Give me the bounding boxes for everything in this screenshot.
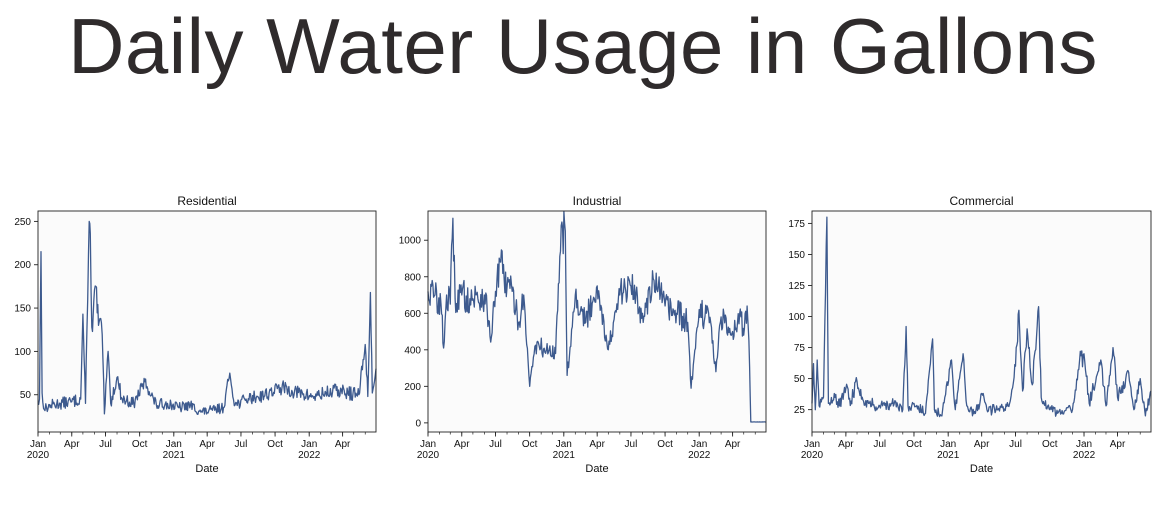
x-tick-label: Oct [657,439,673,450]
series-line [811,216,1152,418]
y-tick-label: 600 [404,309,421,320]
y-tick-label: 0 [415,418,421,429]
x-tick-label: Oct [522,439,538,450]
y-tick-label: 25 [794,405,806,416]
x-tick-label: Apr [725,439,741,450]
x-tick-label: Apr [454,439,470,450]
x-axis-label: Date [195,463,218,475]
series-line [427,210,766,423]
x-tick-year-label: 2020 [801,450,824,461]
chart-title: Commercial [949,194,1013,208]
y-tick-label: 400 [404,345,421,356]
x-tick-label: Apr [64,439,80,450]
y-tick-label: 200 [404,382,421,393]
x-tick-label: Oct [132,439,148,450]
x-tick-year-label: 2022 [1073,450,1096,461]
y-tick-label: 200 [14,260,31,271]
x-tick-label: Jul [489,439,502,450]
x-tick-label: Jan [301,439,317,450]
x-tick-label: Jan [166,439,182,450]
x-tick-year-label: 2020 [27,450,50,461]
y-tick-label: 75 [794,343,806,354]
chart-title: Industrial [573,194,622,208]
x-tick-label: Apr [335,439,351,450]
y-tick-label: 1000 [399,236,422,247]
x-tick-label: Jan [691,439,707,450]
x-tick-year-label: 2020 [417,450,440,461]
y-tick-label: 800 [404,272,421,283]
x-tick-year-label: 2022 [298,450,321,461]
series-line [37,220,377,415]
x-tick-label: Oct [1042,439,1058,450]
x-tick-label: Oct [906,439,922,450]
x-tick-year-label: 2022 [688,450,711,461]
y-tick-label: 50 [794,374,806,385]
x-tick-label: Jul [235,439,248,450]
y-tick-label: 100 [14,347,31,358]
x-tick-label: Jul [1009,439,1022,450]
x-tick-label: Apr [838,439,854,450]
y-tick-label: 150 [788,250,805,261]
x-tick-label: Jan [940,439,956,450]
x-tick-label: Apr [974,439,990,450]
x-axis-label: Date [585,463,608,475]
y-tick-label: 175 [788,219,805,230]
x-tick-label: Apr [589,439,605,450]
x-tick-label: Oct [267,439,283,450]
plot-area [428,211,766,432]
x-tick-label: Jan [1076,439,1092,450]
chart-title: Residential [177,194,236,208]
x-tick-label: Jan [30,439,46,450]
y-tick-label: 125 [788,281,805,292]
x-tick-label: Jul [99,439,112,450]
x-axis-label: Date [970,463,993,475]
x-tick-year-label: 2021 [163,450,186,461]
x-tick-year-label: 2021 [937,450,960,461]
x-tick-label: Jan [556,439,572,450]
y-tick-label: 250 [14,217,31,228]
x-tick-label: Jan [804,439,820,450]
x-tick-label: Jul [625,439,638,450]
x-tick-label: Jul [873,439,886,450]
page-title: Daily Water Usage in Gallons [68,2,1098,90]
x-tick-label: Jan [420,439,436,450]
y-tick-label: 50 [20,390,32,401]
y-tick-label: 100 [788,312,805,323]
x-tick-year-label: 2021 [553,450,576,461]
x-tick-label: Apr [1110,439,1126,450]
y-tick-label: 150 [14,304,31,315]
x-tick-label: Apr [199,439,215,450]
